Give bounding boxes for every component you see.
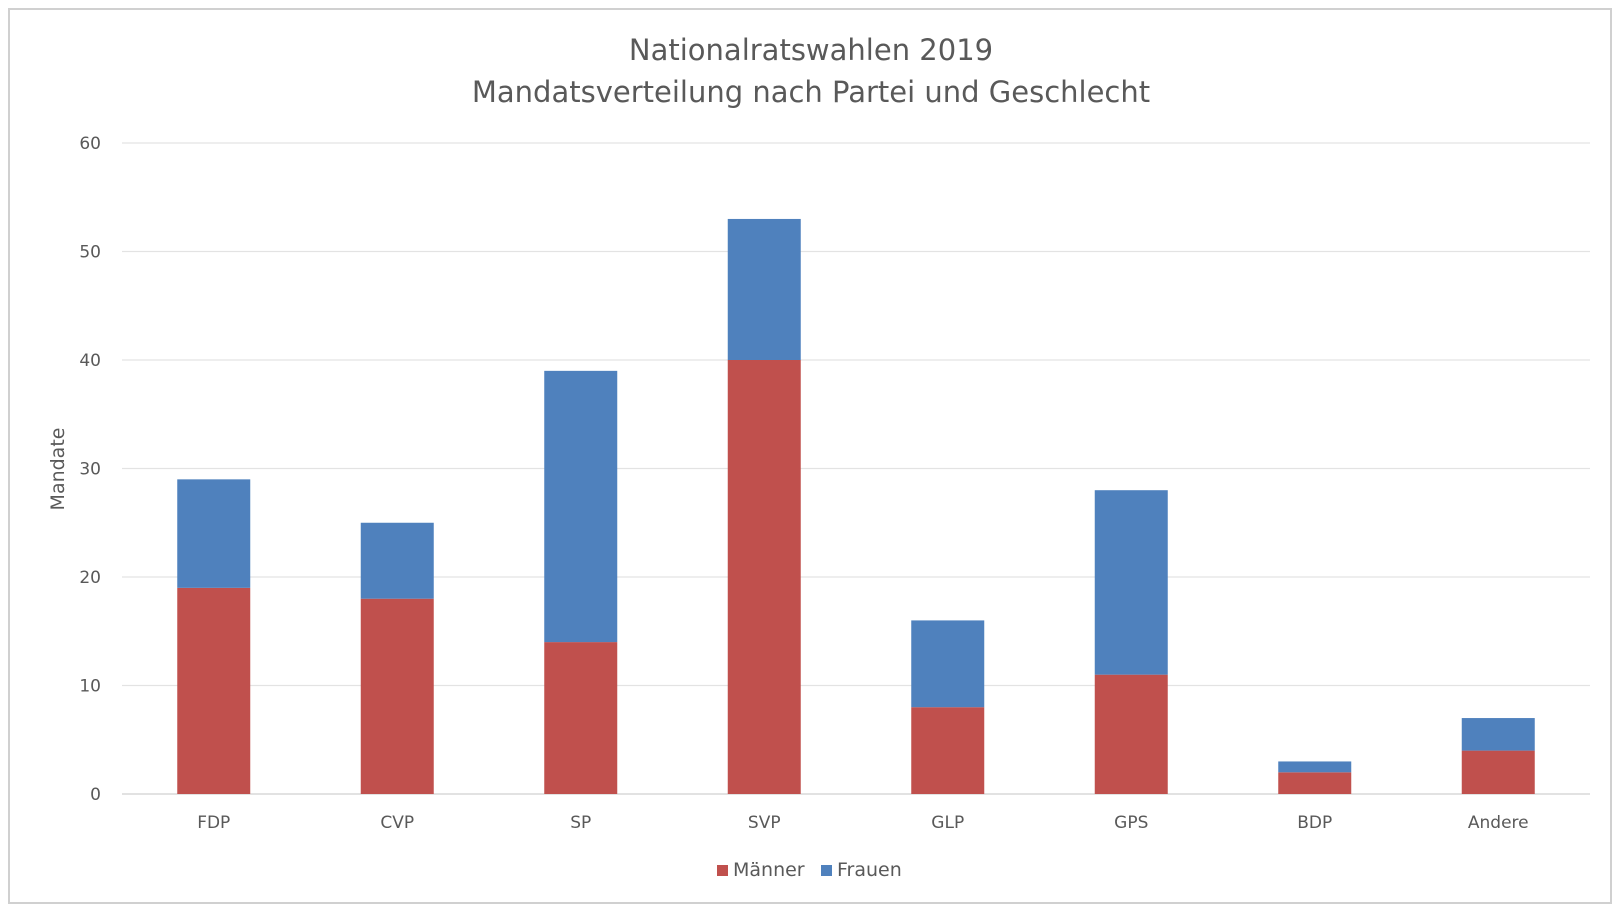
y-tick-label-20: 20 (79, 568, 101, 588)
chart-title: Nationalratswahlen 2019 (629, 33, 993, 67)
bar-sp-männer (544, 642, 618, 794)
x-tick-label-fdp: FDP (197, 813, 230, 833)
bar-svp-frauen (727, 218, 801, 360)
y-tick-label-50: 50 (79, 243, 101, 263)
bar-series (177, 218, 1535, 794)
x-tick-label-gps: GPS (1114, 813, 1148, 833)
bar-glp-männer (911, 707, 985, 794)
y-tick-label-0: 0 (90, 785, 101, 805)
bar-fdp-männer (177, 587, 251, 794)
legend-swatch-männer (717, 865, 728, 876)
x-tick-label-andere: Andere (1468, 813, 1529, 833)
x-tick-label-cvp: CVP (380, 813, 414, 833)
bar-svp-männer (727, 360, 801, 794)
chart-frame (8, 8, 1612, 904)
legend-swatch-frauen (821, 865, 832, 876)
x-tick-label-glp: GLP (931, 813, 964, 833)
bar-bdp-männer (1278, 772, 1352, 794)
y-tick-label-10: 10 (79, 677, 101, 697)
bar-andere-frauen (1461, 718, 1535, 751)
legend-label-frauen: Frauen (837, 859, 902, 881)
x-tick-label-svp: SVP (748, 813, 781, 833)
bar-fdp-frauen (177, 479, 251, 588)
bar-gps-frauen (1094, 490, 1168, 675)
bar-gps-männer (1094, 674, 1168, 794)
bar-andere-männer (1461, 750, 1535, 794)
legend: Männer Frauen (717, 859, 902, 881)
x-tick-label-sp: SP (570, 813, 591, 833)
x-axis-ticks: FDP CVP SP SVP GLP GPS BDP Andere (197, 813, 1528, 833)
y-tick-label-40: 40 (79, 351, 101, 371)
y-tick-label-60: 60 (79, 134, 101, 154)
x-tick-label-bdp: BDP (1297, 813, 1332, 833)
y-axis-ticks: 0 10 20 30 40 50 60 (79, 134, 101, 805)
legend-label-männer: Männer (733, 859, 805, 881)
bar-sp-frauen (544, 370, 618, 643)
bar-bdp-frauen (1278, 761, 1352, 773)
bar-glp-frauen (911, 620, 985, 708)
gridlines (122, 142, 1590, 795)
y-tick-label-30: 30 (79, 460, 101, 480)
chart-subtitle: Mandatsverteilung nach Partei und Geschl… (472, 75, 1150, 109)
y-axis-label: Mandate (47, 428, 69, 511)
bar-cvp-frauen (360, 522, 434, 599)
bar-cvp-männer (360, 598, 434, 794)
